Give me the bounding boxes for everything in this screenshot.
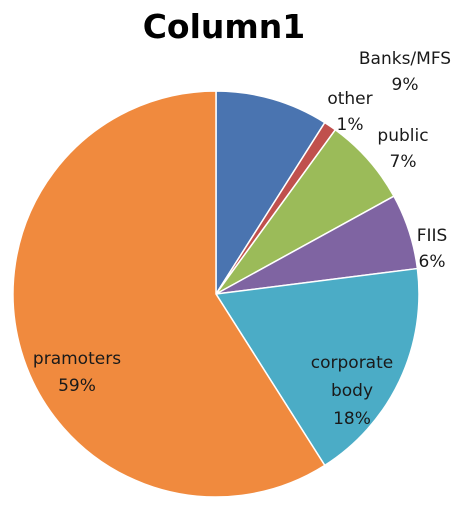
slice-public-label: public 7% (377, 126, 428, 172)
slice-corporate-body-label: corporate body 18% (311, 353, 393, 429)
slice-other-label: other 1% (327, 89, 372, 135)
chart-title: Column1 (143, 7, 306, 46)
slice-pramoters (12, 90, 326, 498)
pie-slices (12, 90, 420, 498)
slice-banks-mfs (215, 90, 326, 295)
slice-pramoters-label: pramoters 59% (33, 349, 121, 396)
pie-labels: Banks/MFS 9%other 1%public 7% FIIS 6% corporat… (33, 49, 451, 429)
slice-corporate-body (215, 267, 420, 467)
slice-banks-mfs-label: Banks/MFS 9% (359, 49, 451, 95)
slice-fiis-label: FIIS 6% (417, 226, 448, 272)
